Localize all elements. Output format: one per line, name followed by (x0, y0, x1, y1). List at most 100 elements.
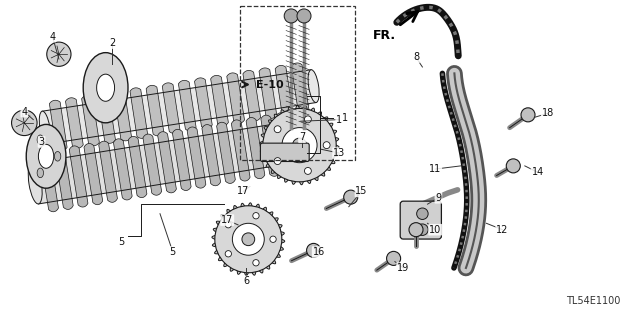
Polygon shape (128, 137, 147, 197)
Ellipse shape (28, 163, 42, 204)
Circle shape (307, 243, 321, 257)
Text: 17: 17 (221, 215, 234, 225)
Polygon shape (130, 88, 148, 138)
Polygon shape (275, 65, 293, 116)
Ellipse shape (307, 118, 321, 159)
Polygon shape (217, 122, 236, 183)
Circle shape (242, 233, 255, 246)
Ellipse shape (38, 144, 54, 168)
Text: 9: 9 (435, 193, 442, 203)
Polygon shape (227, 73, 244, 123)
Text: 18: 18 (541, 108, 554, 118)
Ellipse shape (97, 74, 115, 101)
Text: 5: 5 (118, 237, 125, 248)
Polygon shape (98, 93, 115, 143)
Circle shape (253, 260, 259, 266)
Text: 19: 19 (397, 263, 410, 273)
Polygon shape (32, 118, 317, 204)
Text: FR.: FR. (372, 29, 396, 42)
Circle shape (215, 206, 282, 273)
Polygon shape (232, 120, 250, 181)
Text: 1: 1 (336, 115, 342, 125)
Ellipse shape (37, 135, 44, 145)
Ellipse shape (26, 124, 66, 188)
Text: 1: 1 (342, 113, 349, 123)
FancyBboxPatch shape (400, 201, 442, 239)
Text: 5: 5 (170, 247, 176, 257)
Polygon shape (276, 113, 294, 174)
Polygon shape (114, 90, 132, 141)
Polygon shape (113, 139, 132, 200)
Circle shape (521, 108, 535, 122)
Polygon shape (202, 125, 221, 186)
Polygon shape (212, 203, 285, 276)
Circle shape (253, 212, 259, 219)
Text: 17: 17 (237, 186, 250, 197)
Circle shape (263, 108, 336, 182)
Text: 12: 12 (496, 225, 509, 235)
Text: 2: 2 (109, 38, 115, 48)
Text: E-10: E-10 (256, 79, 284, 90)
Text: 16: 16 (312, 247, 325, 257)
Ellipse shape (39, 111, 51, 144)
Circle shape (12, 110, 37, 136)
Circle shape (47, 42, 71, 66)
Bar (240, 6, 355, 160)
Polygon shape (179, 80, 196, 131)
Circle shape (305, 167, 311, 174)
Text: 13: 13 (333, 148, 346, 158)
Circle shape (323, 142, 330, 149)
Circle shape (506, 159, 520, 173)
Circle shape (409, 223, 423, 237)
Polygon shape (99, 141, 117, 202)
Polygon shape (65, 98, 83, 148)
Ellipse shape (308, 70, 319, 102)
Text: 7: 7 (299, 132, 305, 142)
Circle shape (282, 128, 317, 163)
Circle shape (274, 126, 281, 133)
Polygon shape (259, 68, 276, 118)
Text: 15: 15 (355, 186, 368, 197)
Circle shape (297, 9, 311, 23)
Circle shape (344, 190, 358, 204)
Polygon shape (172, 129, 191, 190)
Text: 6: 6 (243, 276, 250, 286)
Polygon shape (260, 106, 339, 185)
Text: 4: 4 (49, 32, 56, 42)
Polygon shape (195, 78, 212, 129)
FancyBboxPatch shape (260, 143, 309, 161)
Text: TL54E1100: TL54E1100 (566, 296, 621, 306)
Polygon shape (291, 63, 309, 114)
Polygon shape (261, 115, 280, 176)
Text: 10: 10 (429, 225, 442, 235)
Polygon shape (246, 117, 265, 179)
Circle shape (387, 251, 401, 265)
Circle shape (225, 222, 232, 228)
Text: 14: 14 (531, 167, 544, 177)
Circle shape (274, 158, 281, 165)
Polygon shape (187, 127, 206, 188)
Polygon shape (157, 132, 177, 193)
Text: 3: 3 (38, 137, 45, 147)
Circle shape (232, 223, 264, 255)
Circle shape (417, 208, 428, 219)
Polygon shape (243, 70, 260, 121)
Polygon shape (82, 95, 99, 146)
Polygon shape (211, 75, 228, 126)
Circle shape (417, 224, 428, 235)
Polygon shape (69, 146, 88, 207)
Ellipse shape (83, 53, 128, 123)
Ellipse shape (54, 152, 61, 161)
Polygon shape (291, 110, 309, 172)
Text: 8: 8 (413, 52, 419, 63)
Circle shape (284, 9, 298, 23)
Text: 4: 4 (21, 107, 28, 117)
Polygon shape (143, 134, 162, 195)
Polygon shape (49, 100, 67, 151)
Polygon shape (146, 85, 164, 136)
Polygon shape (42, 70, 316, 144)
Ellipse shape (37, 168, 44, 178)
Polygon shape (84, 144, 102, 205)
Text: 11: 11 (429, 164, 442, 174)
Circle shape (225, 251, 232, 257)
